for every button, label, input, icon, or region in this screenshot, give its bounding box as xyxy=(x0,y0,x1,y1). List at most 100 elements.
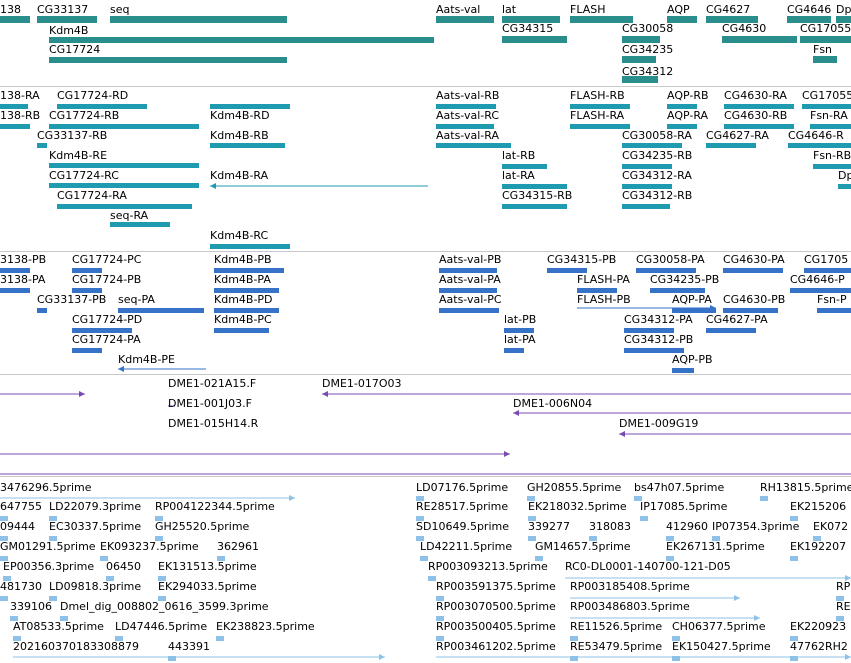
est-line-3476296-5prime[interactable] xyxy=(0,495,295,501)
gene-bar-138[interactable] xyxy=(0,16,30,23)
protein-bar-aats-val-pa[interactable] xyxy=(439,288,497,293)
transcript-bar-fsn-rb[interactable] xyxy=(813,164,851,169)
transcript-label-cg17724-rd[interactable]: CG17724-RD xyxy=(57,89,129,102)
est-bar-rp003591375-5prime[interactable] xyxy=(436,596,444,601)
transcript-label-dp[interactable]: Dp xyxy=(838,169,851,182)
protein-bar-cg17724-pa[interactable] xyxy=(72,348,102,353)
est-bar-47762rh2[interactable] xyxy=(790,656,798,661)
transcript-bar-kdm4b-rc[interactable] xyxy=(210,244,290,249)
transcript-label-cg17724-rc[interactable]: CG17724-RC xyxy=(49,169,119,182)
est-bar-re11526-5prime[interactable] xyxy=(570,636,578,641)
est-label-ch06377-5prime[interactable]: CH06377.5prime xyxy=(672,620,766,633)
transcript-bar-seq-ra[interactable] xyxy=(110,222,170,227)
protein-bar-cg30058-pa[interactable] xyxy=(636,268,696,273)
transcript-label-cg34312-ra[interactable]: CG34312-RA xyxy=(622,169,692,182)
est-label-47762rh2[interactable]: 47762RH2 xyxy=(790,640,848,653)
gene-bar-aqp[interactable] xyxy=(667,16,697,23)
est-label-06450[interactable]: 06450 xyxy=(106,560,141,573)
protein-bar-flash-pa[interactable] xyxy=(577,288,617,293)
gene-bar-seq[interactable] xyxy=(110,16,287,23)
gene-bar-lat[interactable] xyxy=(502,16,560,23)
transcript-bar-kdm4b-rd[interactable] xyxy=(210,104,290,109)
transcript-bar-138-rb[interactable] xyxy=(0,124,30,129)
transcript-label-cg4630-rb[interactable]: CG4630-RB xyxy=(724,109,788,122)
clone-line-dme1-009g19[interactable] xyxy=(619,431,851,437)
transcript-bar-cg34312-ra[interactable] xyxy=(622,184,672,189)
est-label-ek215206[interactable]: EK215206 xyxy=(790,500,847,513)
est-bar-sd10649-5prime[interactable] xyxy=(416,536,424,541)
est-label-481730[interactable]: 481730 xyxy=(0,580,42,593)
transcript-label-cg30058-ra[interactable]: CG30058-RA xyxy=(622,129,692,142)
protein-bar-aats-val-pc[interactable] xyxy=(439,308,499,313)
est-label-rc0-dl0001-140700-121-d05[interactable]: RC0-DL0001-140700-121-D05 xyxy=(565,560,731,573)
gene-bar-kdm4b[interactable] xyxy=(49,37,434,43)
protein-bar-cg1705[interactable] xyxy=(804,268,851,273)
protein-label-lat-pb[interactable]: lat-PB xyxy=(504,313,537,326)
protein-label-cg4646-p[interactable]: CG4646-P xyxy=(790,273,845,286)
est-bar-ek072[interactable] xyxy=(813,536,821,541)
protein-label-cg4627-pa[interactable]: CG4627-PA xyxy=(706,313,768,326)
transcript-label-cg17724-ra[interactable]: CG17724-RA xyxy=(57,189,127,202)
transcript-label-aats-val-rc[interactable]: Aats-val-RC xyxy=(436,109,500,122)
protein-label-kdm4b-pb[interactable]: Kdm4B-PB xyxy=(214,253,272,266)
protein-label-cg34312-pb[interactable]: CG34312-PB xyxy=(624,333,694,346)
protein-bar-3138-pa[interactable] xyxy=(0,288,30,293)
est-label-ld22079-3prime[interactable]: LD22079.3prime xyxy=(49,500,142,513)
transcript-label-cg4646-r[interactable]: CG4646-R xyxy=(788,129,844,142)
est-label-09444[interactable]: 09444 xyxy=(0,520,35,533)
protein-label-kdm4b-pc[interactable]: Kdm4B-PC xyxy=(214,313,272,326)
transcript-bar-kdm4b-re[interactable] xyxy=(49,163,199,168)
gene-bar-cg34315[interactable] xyxy=(502,36,567,43)
est-bar-ek294033-5prime[interactable] xyxy=(158,596,166,601)
transcript-bar-aqp-ra[interactable] xyxy=(667,124,697,129)
transcript-label-seq-ra[interactable]: seq-RA xyxy=(110,209,149,222)
gene-label-dp[interactable]: Dp xyxy=(836,3,851,16)
est-label-at08533-5prime[interactable]: AT08533.5prime xyxy=(13,620,104,633)
transcript-bar-cg17055[interactable] xyxy=(802,104,851,109)
transcript-label-kdm4b-rc[interactable]: Kdm4B-RC xyxy=(210,229,269,242)
transcript-bar-cg4630-ra[interactable] xyxy=(724,104,794,109)
transcript-label-aats-val-ra[interactable]: Aats-val-RA xyxy=(436,129,499,142)
est-label-339106[interactable]: 339106 xyxy=(10,600,52,613)
est-bar-re28517-5prime[interactable] xyxy=(416,516,424,521)
transcript-bar-cg34312-rb[interactable] xyxy=(622,204,670,209)
est-label-dmel-dig-008802-0616-3599-3prime[interactable]: Dmel_dig_008802_0616_3599.3prime xyxy=(60,600,269,613)
est-bar-gm14657-5prime[interactable] xyxy=(535,556,543,561)
est-bar-ek192207[interactable] xyxy=(790,556,798,561)
gene-bar-cg4627[interactable] xyxy=(706,16,758,23)
est-line-rp003461202-5prime[interactable] xyxy=(436,654,851,660)
clone-label-dme1-017o03[interactable]: DME1-017O03 xyxy=(322,377,402,390)
est-bar-rp[interactable] xyxy=(836,596,844,601)
clone-label-dme1-001j03-f[interactable]: DME1-001J03.F xyxy=(168,397,252,410)
protein-bar-cg34315-pb[interactable] xyxy=(547,268,587,273)
protein-bar-fsn-p[interactable] xyxy=(817,308,851,313)
est-bar-318083[interactable] xyxy=(589,536,597,541)
gene-bar-cg33137[interactable] xyxy=(37,16,97,23)
transcript-bar-flash-rb[interactable] xyxy=(570,104,630,109)
transcript-bar-138-ra[interactable] xyxy=(0,104,28,109)
est-line-rc0-dl0001-140700-121-d05[interactable] xyxy=(565,575,851,581)
est-bar-ip07354-3prime[interactable] xyxy=(712,536,720,541)
est-bar-06450[interactable] xyxy=(106,576,114,581)
protein-label-flash-pb[interactable]: FLASH-PB xyxy=(577,293,631,306)
gene-label-cg34315[interactable]: CG34315 xyxy=(502,22,554,35)
transcript-label-cg34312-rb[interactable]: CG34312-RB xyxy=(622,189,693,202)
est-bar-ek093237-5prime[interactable] xyxy=(100,556,108,561)
est-label-412960[interactable]: 412960 xyxy=(666,520,708,533)
transcript-label-aqp-ra[interactable]: AQP-RA xyxy=(667,109,709,122)
transcript-label-cg34235-rb[interactable]: CG34235-RB xyxy=(622,149,693,162)
transcript-label-kdm4b-ra[interactable]: Kdm4B-RA xyxy=(210,169,269,182)
protein-label-cg30058-pa[interactable]: CG30058-PA xyxy=(636,253,705,266)
est-bar-ld42211-5prime[interactable] xyxy=(420,556,428,561)
protein-label-aats-val-pc[interactable]: Aats-val-PC xyxy=(439,293,502,306)
gene-bar-cg17724[interactable] xyxy=(49,57,287,63)
est-label-ec30337-5prime[interactable]: EC30337.5prime xyxy=(49,520,142,533)
est-label-rp003093213-5prime[interactable]: RP003093213.5prime xyxy=(428,560,548,573)
est-bar-09444[interactable] xyxy=(0,536,8,541)
protein-bar-lat-pb[interactable] xyxy=(504,328,534,333)
est-bar-443391[interactable] xyxy=(168,656,176,661)
est-label-3476296-5prime[interactable]: 3476296.5prime xyxy=(0,481,92,494)
protein-bar-cg17724-pd[interactable] xyxy=(72,328,132,333)
protein-bar-cg17724-pc[interactable] xyxy=(72,268,102,273)
protein-bar-cg4646-p[interactable] xyxy=(790,288,851,293)
